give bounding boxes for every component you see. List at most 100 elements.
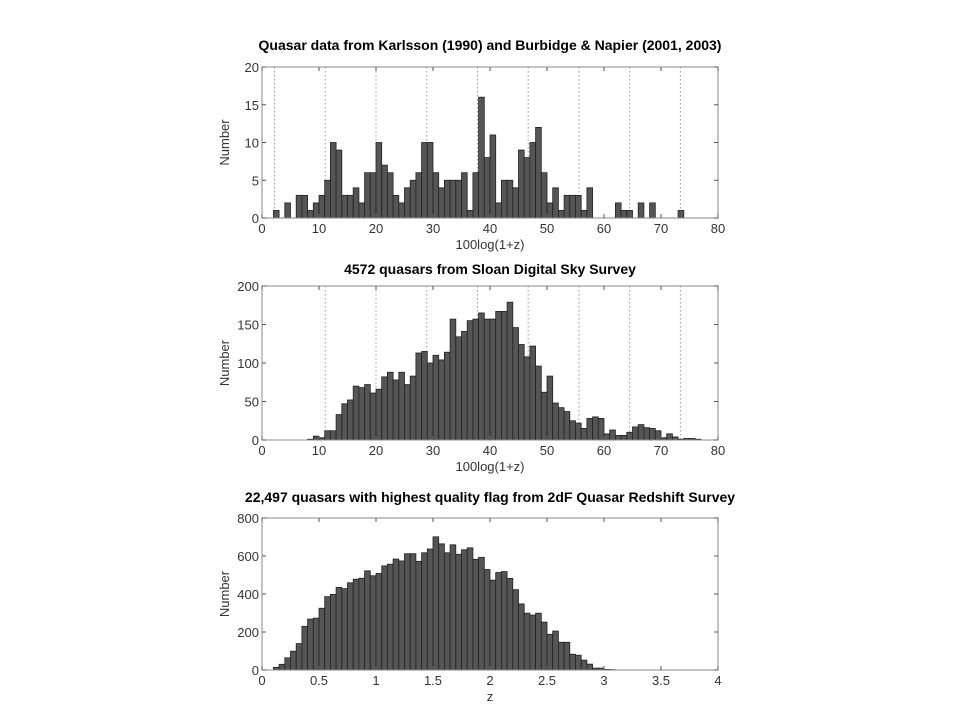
histogram-bar: [364, 570, 371, 671]
histogram-bar: [438, 187, 445, 219]
histogram-bar: [540, 621, 548, 671]
histogram-bar: [518, 149, 525, 219]
histogram-bar: [478, 312, 485, 441]
histogram-bar: [329, 430, 337, 441]
histogram-bar: [449, 544, 457, 671]
histogram-bar: [546, 202, 554, 219]
histogram-bar: [449, 179, 457, 219]
chart-3: 22,497 quasars with highest quality flag…: [217, 489, 735, 704]
x-tick-label: 1.5: [424, 673, 442, 688]
histogram-bar: [318, 194, 326, 219]
histogram-bar: [426, 548, 434, 671]
histogram-bar: [347, 582, 354, 671]
x-tick-label: 10: [312, 221, 326, 236]
histogram-bar: [603, 433, 611, 441]
histogram-bar: [369, 575, 377, 671]
histogram-bar: [381, 376, 388, 441]
histogram-bar: [295, 643, 303, 671]
histogram-bar: [438, 359, 445, 441]
histogram-bar: [518, 603, 525, 671]
histogram-bar: [654, 430, 662, 441]
x-tick-label: 0: [258, 673, 265, 688]
histogram-bar: [518, 344, 525, 441]
y-tick-label: 400: [237, 587, 259, 602]
histogram-bar: [386, 563, 394, 671]
histogram-bar: [455, 336, 462, 441]
y-tick-label: 10: [245, 136, 259, 151]
histogram-bar: [643, 427, 651, 441]
histogram-bar: [455, 553, 462, 671]
histogram-bar: [580, 210, 588, 219]
histogram-bar: [575, 422, 582, 441]
histogram-bar: [489, 134, 497, 219]
histogram-bar: [461, 172, 468, 219]
histogram-bar: [495, 572, 502, 671]
histogram-bar: [586, 418, 594, 441]
histogram-bar: [352, 578, 360, 671]
histogram-bar: [478, 96, 485, 219]
histogram-bar: [364, 384, 371, 441]
histogram-bar: [386, 172, 394, 219]
histogram-bar: [398, 371, 405, 441]
histogram-bar: [637, 424, 645, 441]
histogram-bar: [421, 351, 428, 441]
chart-title: 4572 quasars from Sloan Digital Sky Surv…: [344, 261, 636, 277]
x-tick-label: 4: [714, 673, 721, 688]
histogram-bar: [443, 179, 451, 219]
histogram-bar: [341, 194, 348, 219]
histogram-bar: [415, 172, 422, 219]
histogram-bar: [632, 426, 639, 441]
histogram-bar: [535, 365, 542, 441]
histogram-bar: [404, 187, 411, 219]
histogram-bar: [540, 172, 548, 219]
histogram-bar: [666, 433, 673, 441]
histogram-bar: [358, 577, 365, 671]
histogram-bar: [392, 379, 400, 441]
histogram-bar: [301, 194, 308, 219]
histogram-bar: [626, 431, 633, 441]
histogram-bar: [324, 179, 331, 219]
histogram-bar: [443, 552, 451, 671]
x-tick-label: 70: [654, 443, 668, 458]
y-axis-label: Number: [217, 339, 232, 386]
x-axis-label: 100log(1+z): [455, 459, 524, 474]
histogram-bar: [329, 593, 337, 671]
y-tick-label: 20: [245, 60, 259, 75]
histogram-bar: [295, 194, 303, 219]
histogram-bar: [312, 435, 320, 441]
histogram-bar: [563, 194, 571, 219]
histogram-bar: [409, 553, 417, 671]
histogram-bar: [512, 589, 519, 671]
histogram-bar: [495, 202, 502, 219]
histogram-bar: [335, 414, 343, 441]
histogram-bar: [335, 149, 343, 219]
histogram-bar: [426, 142, 434, 219]
histogram-bar: [375, 573, 383, 671]
histogram-bar: [409, 375, 417, 441]
histogram-bar: [432, 172, 440, 219]
histogram-bar: [512, 187, 519, 219]
histogram-bar: [329, 142, 337, 219]
histogram-bar: [312, 617, 320, 671]
histogram-bar: [575, 194, 582, 219]
histogram-bar: [637, 202, 645, 219]
histogram-bar: [483, 157, 491, 219]
histogram-bar: [415, 352, 422, 441]
x-tick-label: 20: [369, 221, 383, 236]
histogram-bar: [506, 301, 514, 441]
histogram-bar: [404, 384, 411, 441]
x-tick-label: 1: [372, 673, 379, 688]
histogram-bar: [324, 430, 331, 441]
histogram-bar: [386, 371, 394, 441]
histogram-bar: [381, 164, 388, 219]
histogram-bar: [392, 558, 400, 671]
histogram-bar: [506, 179, 514, 219]
histogram-bar: [381, 565, 388, 671]
histogram-bar: [449, 318, 457, 441]
histogram-bar: [540, 391, 548, 441]
histogram-bar: [563, 411, 571, 441]
histogram-bar: [649, 202, 656, 219]
histogram-bar: [369, 172, 377, 219]
histogram-bar: [586, 663, 594, 671]
